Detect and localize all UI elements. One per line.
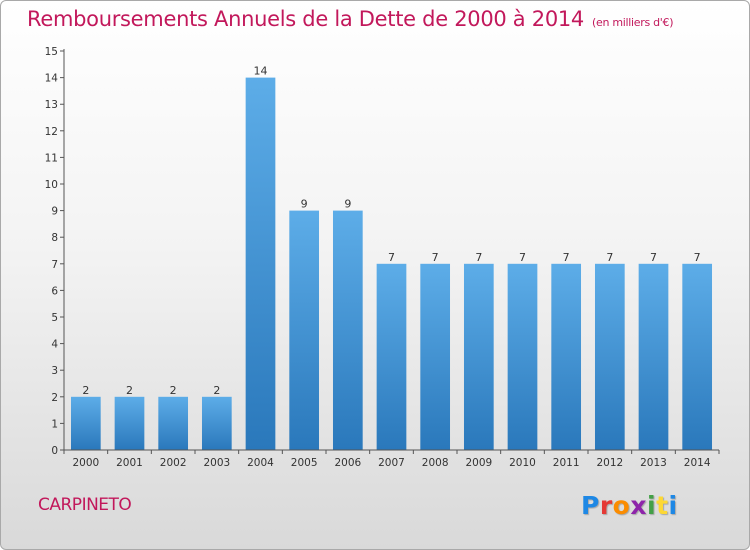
y-tick-label: 1	[51, 418, 58, 430]
bar-2003	[201, 396, 232, 450]
data-label: 7	[650, 251, 657, 264]
bar-2014	[682, 263, 713, 450]
bar-2000	[70, 396, 101, 450]
x-tick-label: 2006	[334, 457, 361, 469]
data-label: 9	[344, 198, 351, 211]
data-label: 2	[126, 384, 133, 397]
data-label: 7	[606, 251, 613, 264]
logo-letter: i	[647, 491, 657, 520]
x-tick-label: 2009	[465, 457, 492, 469]
chart-title: Remboursements Annuels de la Dette de 20…	[27, 7, 673, 31]
bar-2012	[594, 263, 625, 450]
x-tick-label: 2014	[684, 457, 711, 469]
bars-group: 2 2 2 2 14 9 9 7 7 7 7 7 7 7 7	[70, 65, 713, 450]
y-tick-label: 6	[51, 285, 58, 297]
bar-2013	[638, 263, 669, 450]
y-tick-label: 8	[51, 232, 58, 244]
y-tick-label: 10	[45, 179, 58, 191]
y-tick-label: 14	[45, 73, 59, 85]
commune-name: CARPINETO	[38, 495, 132, 515]
x-tick-label: 2001	[116, 457, 143, 469]
bar-2010	[507, 263, 538, 450]
x-tick-label: 2002	[160, 457, 187, 469]
data-label: 7	[694, 251, 701, 264]
data-label: 7	[432, 251, 439, 264]
chart-title-text: Remboursements Annuels de la Dette de 20…	[27, 7, 584, 31]
y-tick-label: 15	[45, 46, 58, 58]
bar-2007	[376, 263, 407, 450]
x-tick-label: 2011	[553, 457, 580, 469]
y-tick-label: 12	[45, 126, 58, 138]
data-label: 2	[82, 384, 89, 397]
data-label: 7	[388, 251, 395, 264]
data-label: 7	[563, 251, 570, 264]
bar-2006	[332, 210, 363, 450]
y-tick-label: 11	[45, 152, 58, 164]
data-label: 2	[213, 384, 220, 397]
x-tick-label: 2013	[640, 457, 667, 469]
logo-letter: P	[581, 491, 600, 520]
x-tick-label: 2007	[378, 457, 405, 469]
y-tick-label: 0	[51, 445, 58, 457]
bar-2002	[158, 396, 189, 450]
logo-letter: i	[668, 491, 678, 520]
bar-2001	[114, 396, 145, 450]
y-tick-label: 3	[51, 365, 58, 377]
y-tick-label: 4	[51, 339, 58, 351]
logo-letter: r	[599, 491, 613, 520]
chart-unit: (en milliers d'€)	[592, 16, 674, 29]
data-label: 9	[301, 198, 308, 211]
data-label: 2	[170, 384, 177, 397]
y-tick-label: 13	[45, 99, 58, 111]
proxiti-logo: Proxiti	[581, 491, 678, 520]
bar-2009	[463, 263, 494, 450]
y-tick-label: 2	[51, 392, 58, 404]
x-tick-label: 2005	[291, 457, 318, 469]
x-tick-label: 2003	[203, 457, 230, 469]
logo-letter: t	[656, 491, 669, 520]
data-label: 14	[254, 65, 268, 78]
bar-2011	[551, 263, 582, 450]
x-axis: 2000 2001 2002 2003 2004 2005 2006 2007 2008 2009…	[63, 449, 720, 469]
bar-2005	[289, 210, 320, 450]
bar-2004	[245, 77, 276, 450]
logo-letter: x	[630, 491, 647, 520]
data-label: 7	[519, 251, 526, 264]
data-label: 7	[475, 251, 482, 264]
y-tick-label: 5	[51, 312, 58, 324]
bar-2008	[420, 263, 451, 450]
x-tick-label: 2000	[72, 457, 99, 469]
x-tick-label: 2010	[509, 457, 536, 469]
x-tick-label: 2004	[247, 457, 274, 469]
y-tick-label: 9	[51, 206, 58, 218]
x-tick-label: 2008	[422, 457, 449, 469]
logo-letter: o	[612, 491, 631, 520]
x-tick-label: 2012	[596, 457, 623, 469]
y-tick-label: 7	[51, 259, 58, 271]
